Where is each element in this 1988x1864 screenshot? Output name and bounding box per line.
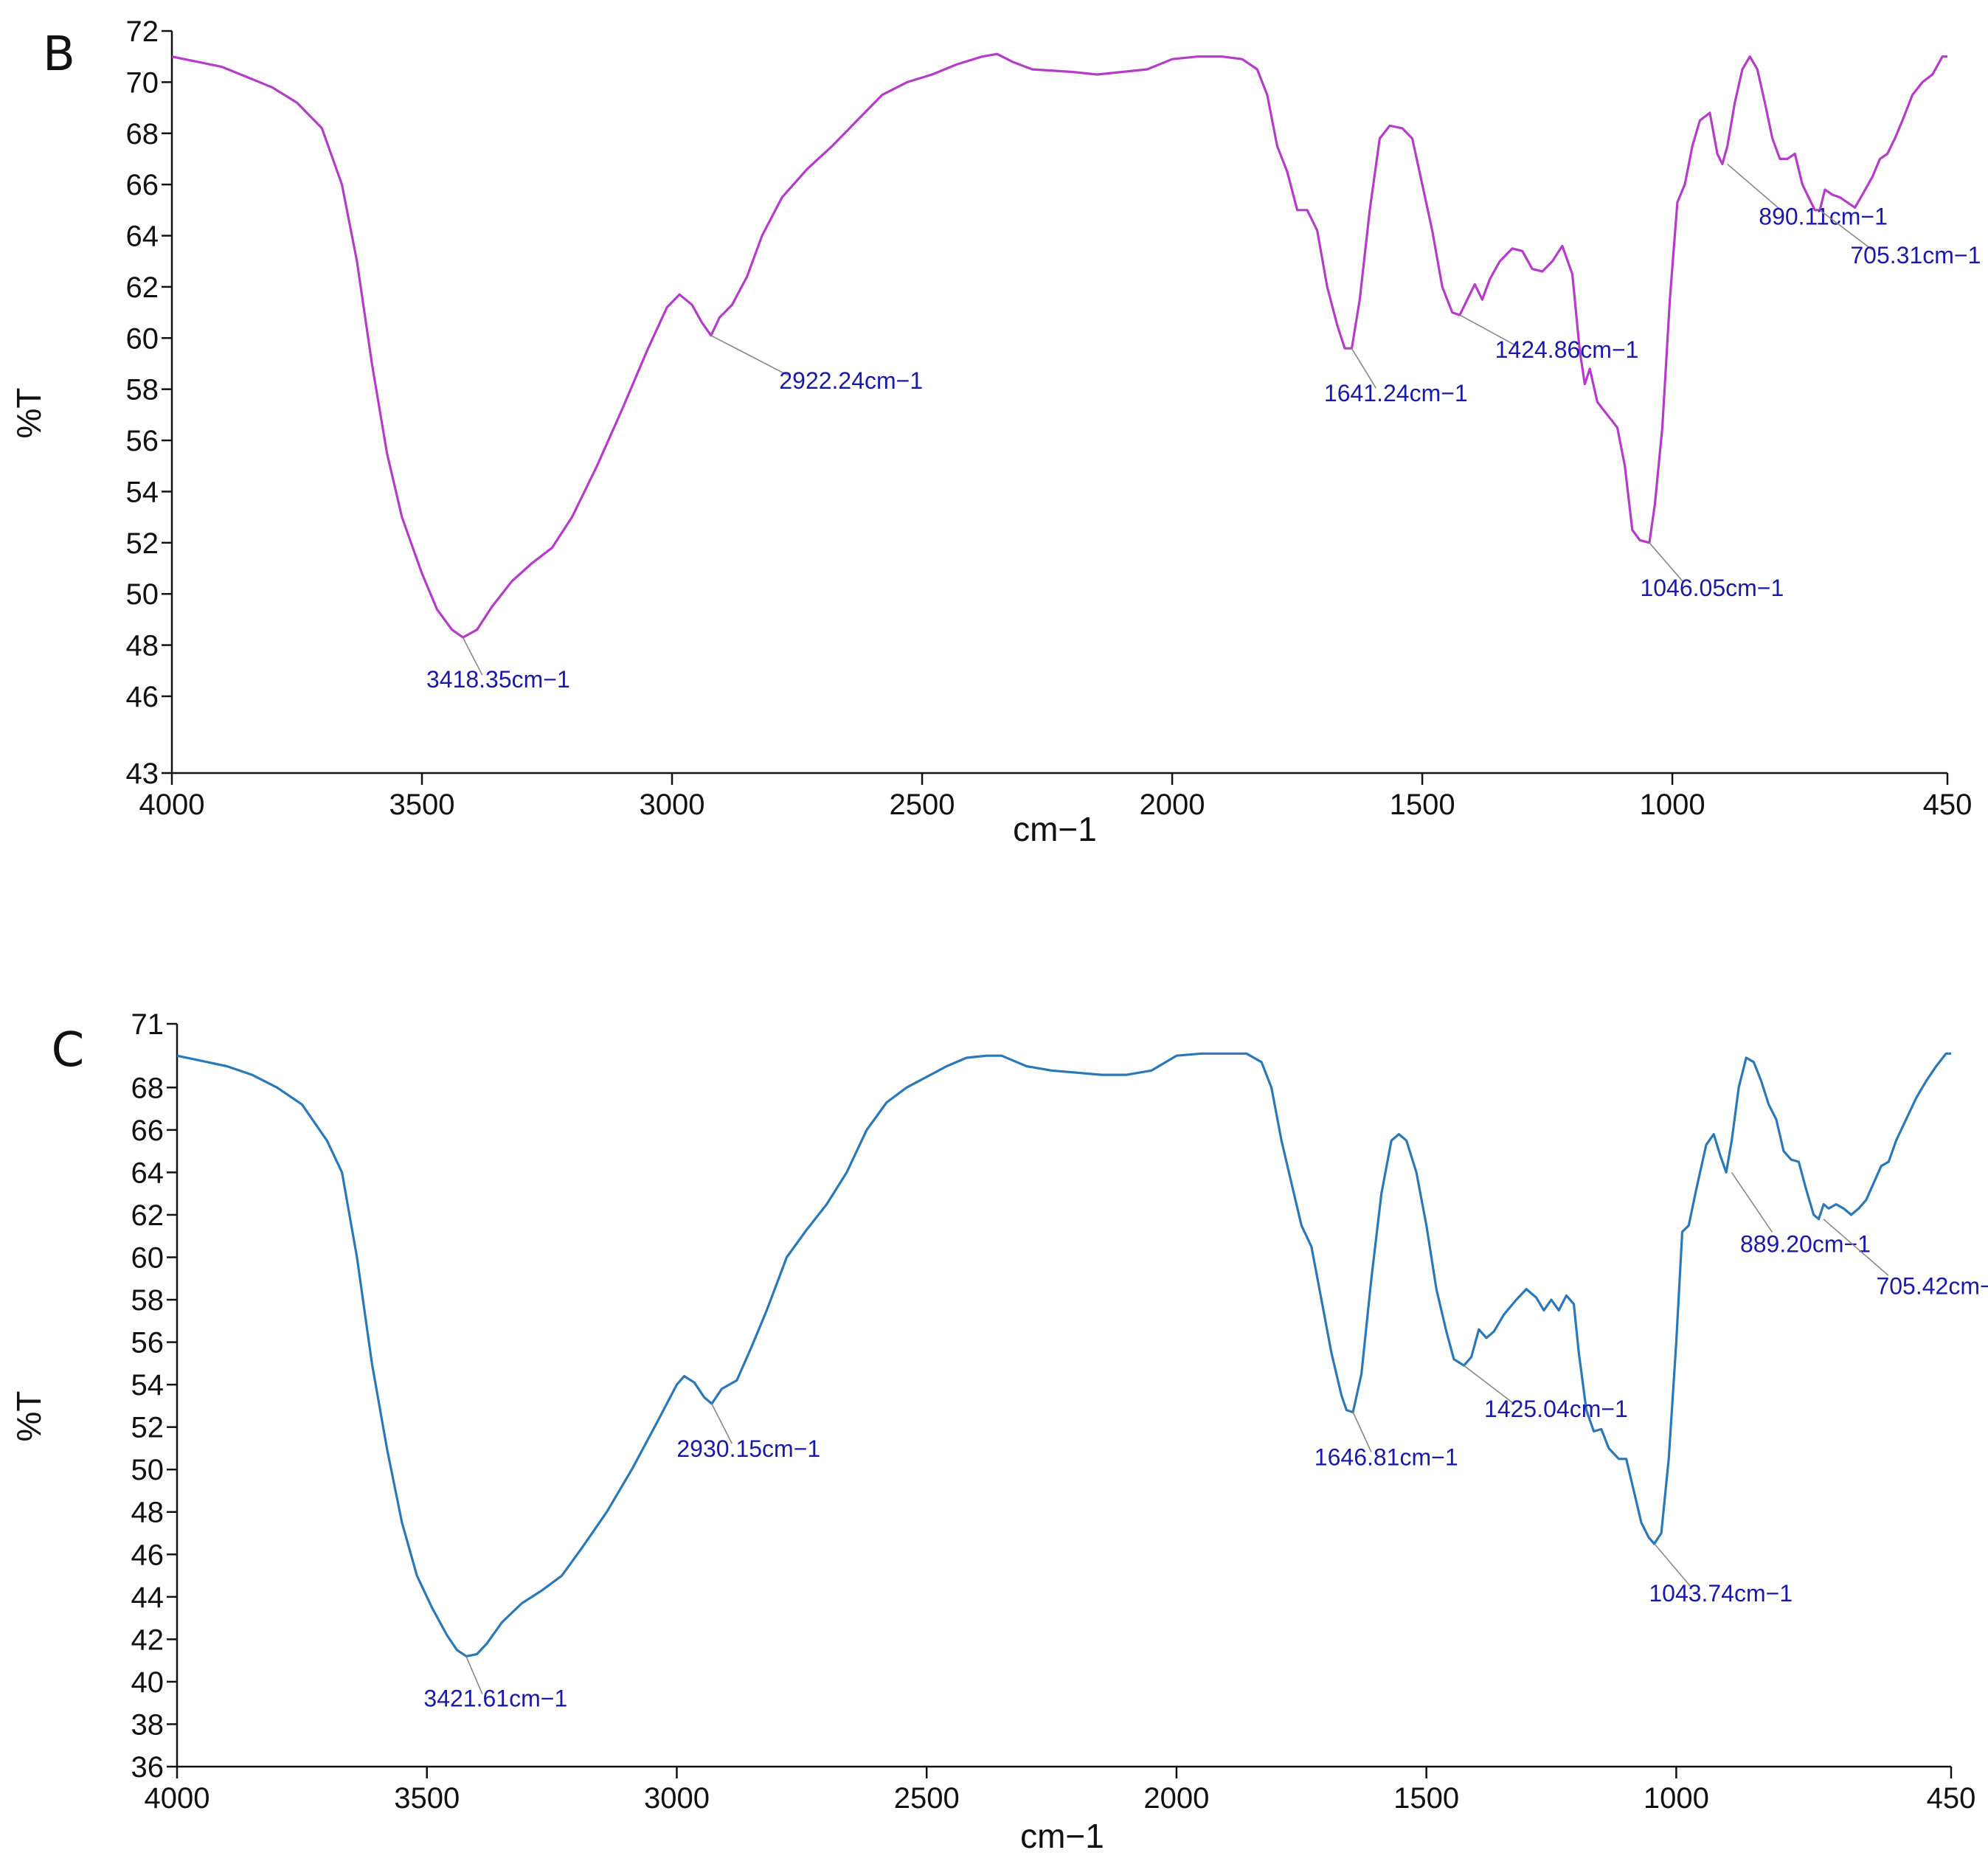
x-tick-label: 450 bbox=[1927, 1782, 1976, 1815]
y-tick-label: 60 bbox=[126, 322, 159, 355]
y-axis-title: %T bbox=[10, 388, 48, 439]
peak-leader bbox=[1727, 163, 1781, 210]
y-tick-label: 40 bbox=[131, 1666, 164, 1699]
y-tick-label: 60 bbox=[131, 1241, 164, 1274]
x-tick-label: 1000 bbox=[1640, 789, 1705, 821]
peak-leader bbox=[1654, 1543, 1691, 1587]
y-tick-label: 52 bbox=[131, 1412, 164, 1444]
y-tick-label: 58 bbox=[131, 1284, 164, 1317]
x-axis-title: cm−1 bbox=[1013, 810, 1097, 848]
y-tick-label: 56 bbox=[126, 425, 159, 457]
y-tick-label: 58 bbox=[126, 374, 159, 406]
peak-label: 1425.04cm−1 bbox=[1484, 1396, 1628, 1422]
peak-leader bbox=[711, 1403, 732, 1444]
x-tick-label: 2500 bbox=[890, 789, 955, 821]
y-tick-label: 64 bbox=[126, 221, 159, 253]
panel-c: 36 38 40 42 44 46 48 50 52 54 56 58 60 62 64 66 68 71 4000… bbox=[10, 1008, 1988, 1855]
y-tick-label: 50 bbox=[126, 578, 159, 611]
peak-leader bbox=[1731, 1171, 1773, 1233]
y-tick-label: 56 bbox=[131, 1327, 164, 1359]
y-tick-label: 64 bbox=[131, 1157, 164, 1189]
peak-leader bbox=[1819, 209, 1873, 251]
y-tick-label: 72 bbox=[126, 15, 159, 48]
y-tick-label: 46 bbox=[126, 681, 159, 713]
x-axis-title: cm−1 bbox=[1020, 1817, 1104, 1855]
x-tick-label: 2000 bbox=[1143, 1782, 1209, 1815]
y-tick-label: 66 bbox=[131, 1115, 164, 1147]
x-tick-label: 1000 bbox=[1644, 1782, 1709, 1815]
peak-label: 889.20cm−1 bbox=[1740, 1230, 1871, 1257]
peak-label: 705.42cm−1 bbox=[1876, 1273, 1988, 1300]
peak-label: 1646.81cm−1 bbox=[1315, 1444, 1458, 1471]
peak-leader bbox=[1459, 314, 1520, 348]
y-tick-label: 46 bbox=[131, 1539, 164, 1571]
y-tick-label: 52 bbox=[126, 527, 159, 560]
x-tick-label: 3500 bbox=[389, 789, 455, 821]
y-tick-label: 38 bbox=[131, 1708, 164, 1741]
y-tick-label: 43 bbox=[126, 758, 159, 790]
y-tick-label: 68 bbox=[126, 118, 159, 150]
x-tick-label: 2000 bbox=[1140, 789, 1205, 821]
y-tick-label: 48 bbox=[131, 1497, 164, 1529]
peak-leader bbox=[462, 637, 483, 676]
y-tick-label: 44 bbox=[131, 1581, 164, 1614]
panel-letter: C bbox=[52, 1023, 85, 1078]
y-tick-label: 71 bbox=[131, 1008, 164, 1041]
peak-label: 890.11cm−1 bbox=[1759, 203, 1888, 229]
peak-leader bbox=[1463, 1365, 1515, 1405]
peak-label: 2930.15cm−1 bbox=[676, 1435, 820, 1462]
panel-letter: B bbox=[43, 27, 75, 82]
x-tick-label: 3500 bbox=[394, 1782, 460, 1815]
x-tick-label: 4000 bbox=[145, 1782, 210, 1815]
peak-leader bbox=[1351, 347, 1376, 389]
peak-label: 1046.05cm−1 bbox=[1640, 575, 1784, 601]
x-tick-label: 2500 bbox=[894, 1782, 960, 1815]
peak-label: 1424.86cm−1 bbox=[1495, 336, 1639, 363]
x-tick-label: 1500 bbox=[1393, 1782, 1459, 1815]
peak-label: 1043.74cm−1 bbox=[1649, 1580, 1793, 1607]
x-tick-label: 450 bbox=[1923, 789, 1973, 821]
x-tick-label: 3000 bbox=[640, 789, 705, 821]
y-tick-label: 62 bbox=[126, 271, 159, 304]
y-tick-label: 66 bbox=[126, 169, 159, 201]
peak-leader bbox=[465, 1656, 483, 1694]
y-tick-label: 70 bbox=[126, 66, 159, 99]
peak-label: 3421.61cm−1 bbox=[423, 1685, 567, 1711]
peak-leader bbox=[1823, 1219, 1889, 1276]
y-tick-label: 36 bbox=[131, 1751, 164, 1784]
peak-leader bbox=[710, 335, 789, 376]
peak-label: 705.31cm−1 bbox=[1850, 242, 1981, 268]
spectrum-line-b bbox=[171, 52, 1947, 639]
y-tick-label: 62 bbox=[131, 1199, 164, 1232]
x-tick-label: 3000 bbox=[644, 1782, 710, 1815]
y-tick-label: 48 bbox=[126, 630, 159, 662]
spectrum-line-c bbox=[176, 1052, 1951, 1657]
peak-label: 3418.35cm−1 bbox=[426, 666, 570, 693]
peak-label: 2922.24cm−1 bbox=[779, 367, 923, 394]
peak-leader bbox=[1352, 1412, 1372, 1452]
y-tick-label: 50 bbox=[131, 1454, 164, 1486]
y-axis-title: %T bbox=[10, 1391, 48, 1442]
y-tick-label: 54 bbox=[131, 1369, 164, 1402]
peak-label: 1641.24cm−1 bbox=[1324, 380, 1468, 406]
panel-b: 43 46 48 50 52 54 56 58 60 62 64 66 68 70 72 4000 3500 30… bbox=[10, 15, 1981, 848]
x-tick-label: 1500 bbox=[1390, 789, 1455, 821]
y-tick-label: 54 bbox=[126, 476, 159, 508]
x-tick-label: 4000 bbox=[139, 789, 205, 821]
y-tick-label: 42 bbox=[131, 1624, 164, 1656]
peak-leader bbox=[1649, 542, 1685, 583]
y-tick-label: 68 bbox=[131, 1072, 164, 1104]
